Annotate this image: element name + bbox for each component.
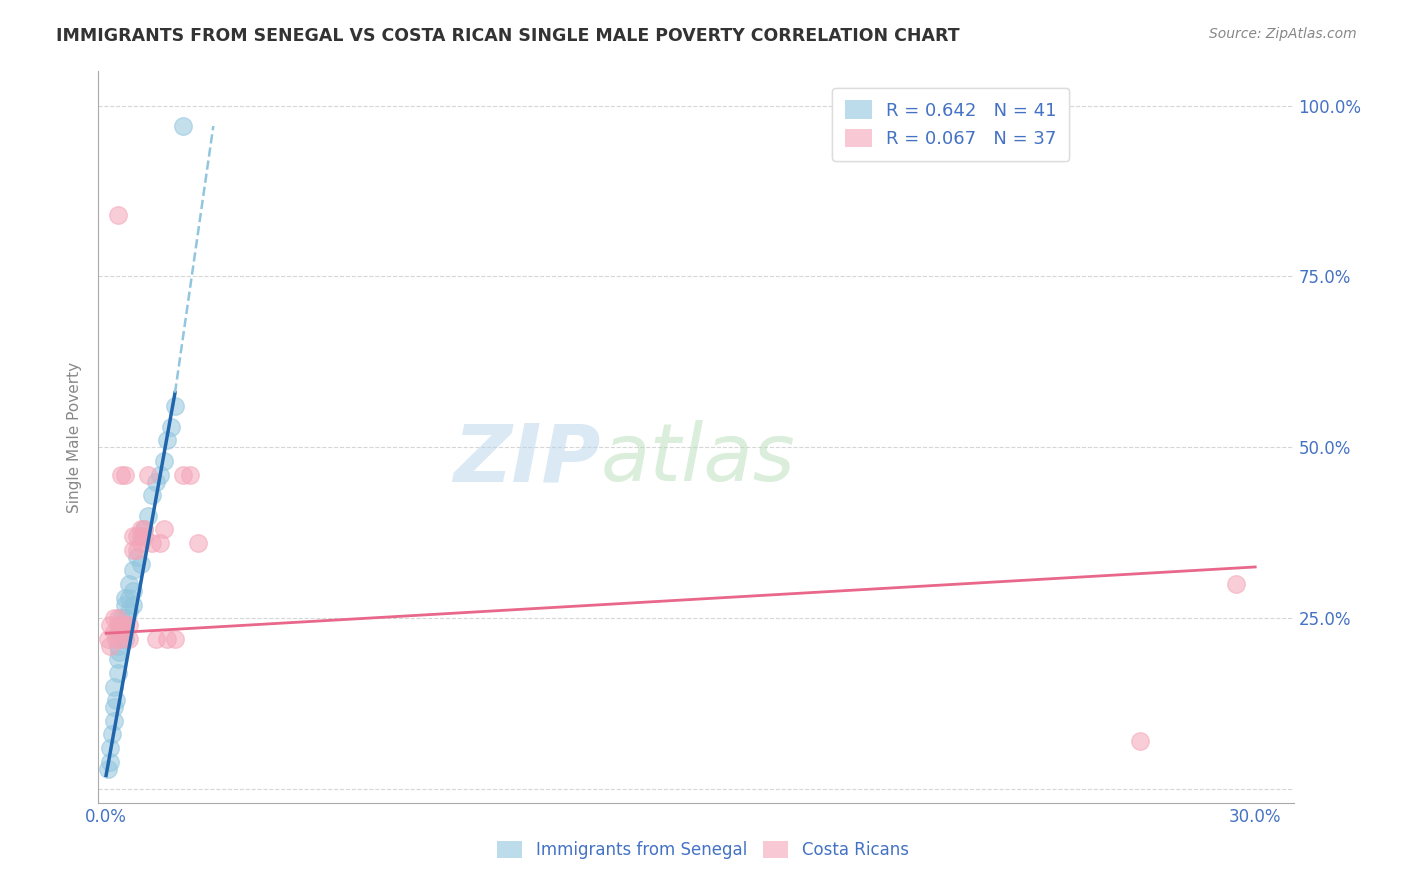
Point <box>122 598 145 612</box>
Point <box>107 618 129 632</box>
Point <box>145 475 167 489</box>
Point <box>103 680 125 694</box>
Point <box>122 583 145 598</box>
Point <box>107 611 129 625</box>
Text: Source: ZipAtlas.com: Source: ZipAtlas.com <box>1209 27 1357 41</box>
Point <box>97 762 120 776</box>
Point <box>114 598 136 612</box>
Point <box>163 400 186 414</box>
Point <box>118 604 141 618</box>
Text: atlas: atlas <box>600 420 796 498</box>
Point <box>107 208 129 222</box>
Point <box>129 557 152 571</box>
Point <box>110 618 132 632</box>
Point <box>172 467 194 482</box>
Point <box>145 632 167 646</box>
Point <box>125 549 148 564</box>
Legend: R = 0.642   N = 41, R = 0.067   N = 37: R = 0.642 N = 41, R = 0.067 N = 37 <box>832 87 1070 161</box>
Text: IMMIGRANTS FROM SENEGAL VS COSTA RICAN SINGLE MALE POVERTY CORRELATION CHART: IMMIGRANTS FROM SENEGAL VS COSTA RICAN S… <box>56 27 960 45</box>
Point <box>110 611 132 625</box>
Point <box>129 536 152 550</box>
Point <box>122 563 145 577</box>
Point <box>107 665 129 680</box>
Point <box>149 536 172 550</box>
Point <box>107 652 129 666</box>
Point <box>1129 734 1152 748</box>
Point <box>172 119 194 133</box>
Point <box>118 591 141 605</box>
Point <box>118 632 141 646</box>
Text: ZIP: ZIP <box>453 420 600 498</box>
Point <box>134 522 156 536</box>
Point <box>107 639 129 653</box>
Point <box>108 645 131 659</box>
Point <box>103 611 125 625</box>
Point <box>103 624 125 639</box>
Point <box>134 522 156 536</box>
Point <box>101 727 124 741</box>
Point <box>98 618 121 632</box>
Point <box>104 693 127 707</box>
Point <box>152 522 174 536</box>
Point <box>118 577 141 591</box>
Point <box>1225 577 1247 591</box>
Point <box>103 714 125 728</box>
Point <box>149 467 172 482</box>
Point <box>103 700 125 714</box>
Point <box>114 611 136 625</box>
Point <box>114 591 136 605</box>
Point <box>98 639 121 653</box>
Point <box>134 529 156 543</box>
Y-axis label: Single Male Poverty: Single Male Poverty <box>67 361 83 513</box>
Point <box>104 632 127 646</box>
Point <box>125 542 148 557</box>
Point <box>98 741 121 756</box>
Point <box>129 529 152 543</box>
Point <box>125 529 148 543</box>
Point <box>114 618 136 632</box>
Point <box>152 454 174 468</box>
Point <box>98 755 121 769</box>
Point <box>163 632 186 646</box>
Legend: Immigrants from Senegal, Costa Ricans: Immigrants from Senegal, Costa Ricans <box>491 834 915 866</box>
Point <box>141 536 163 550</box>
Point <box>187 536 209 550</box>
Point <box>110 618 132 632</box>
Point <box>136 508 159 523</box>
Point <box>114 624 136 639</box>
Point <box>97 632 120 646</box>
Point <box>160 420 183 434</box>
Point <box>114 618 136 632</box>
Point <box>129 522 152 536</box>
Point <box>156 632 179 646</box>
Point <box>110 632 132 646</box>
Point <box>141 488 163 502</box>
Point <box>179 467 201 482</box>
Point <box>107 624 129 639</box>
Point <box>136 467 159 482</box>
Point <box>122 542 145 557</box>
Point <box>122 529 145 543</box>
Point <box>114 467 136 482</box>
Point <box>110 467 132 482</box>
Point <box>118 618 141 632</box>
Point <box>110 632 132 646</box>
Point <box>156 434 179 448</box>
Point <box>114 632 136 646</box>
Point <box>110 624 132 639</box>
